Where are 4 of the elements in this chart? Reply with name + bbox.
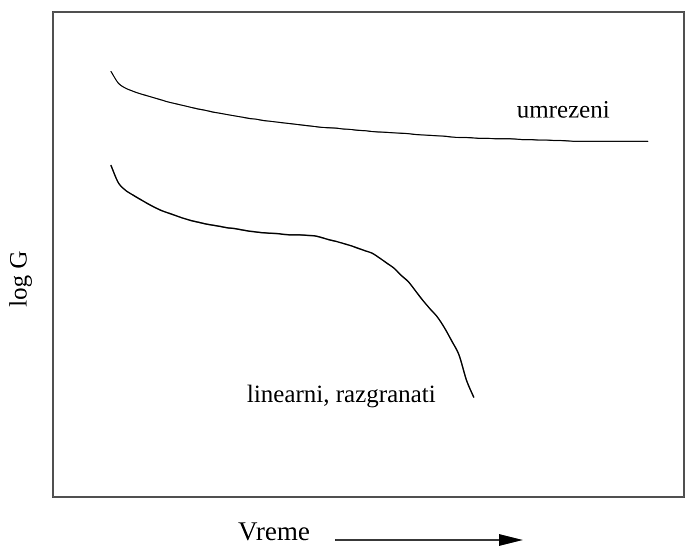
y-axis-title: log G [6,250,33,307]
series-label: umrezeni [516,96,610,124]
x-axis-title: Vreme [238,516,310,546]
series-label: linearni, razgranati [246,381,436,408]
